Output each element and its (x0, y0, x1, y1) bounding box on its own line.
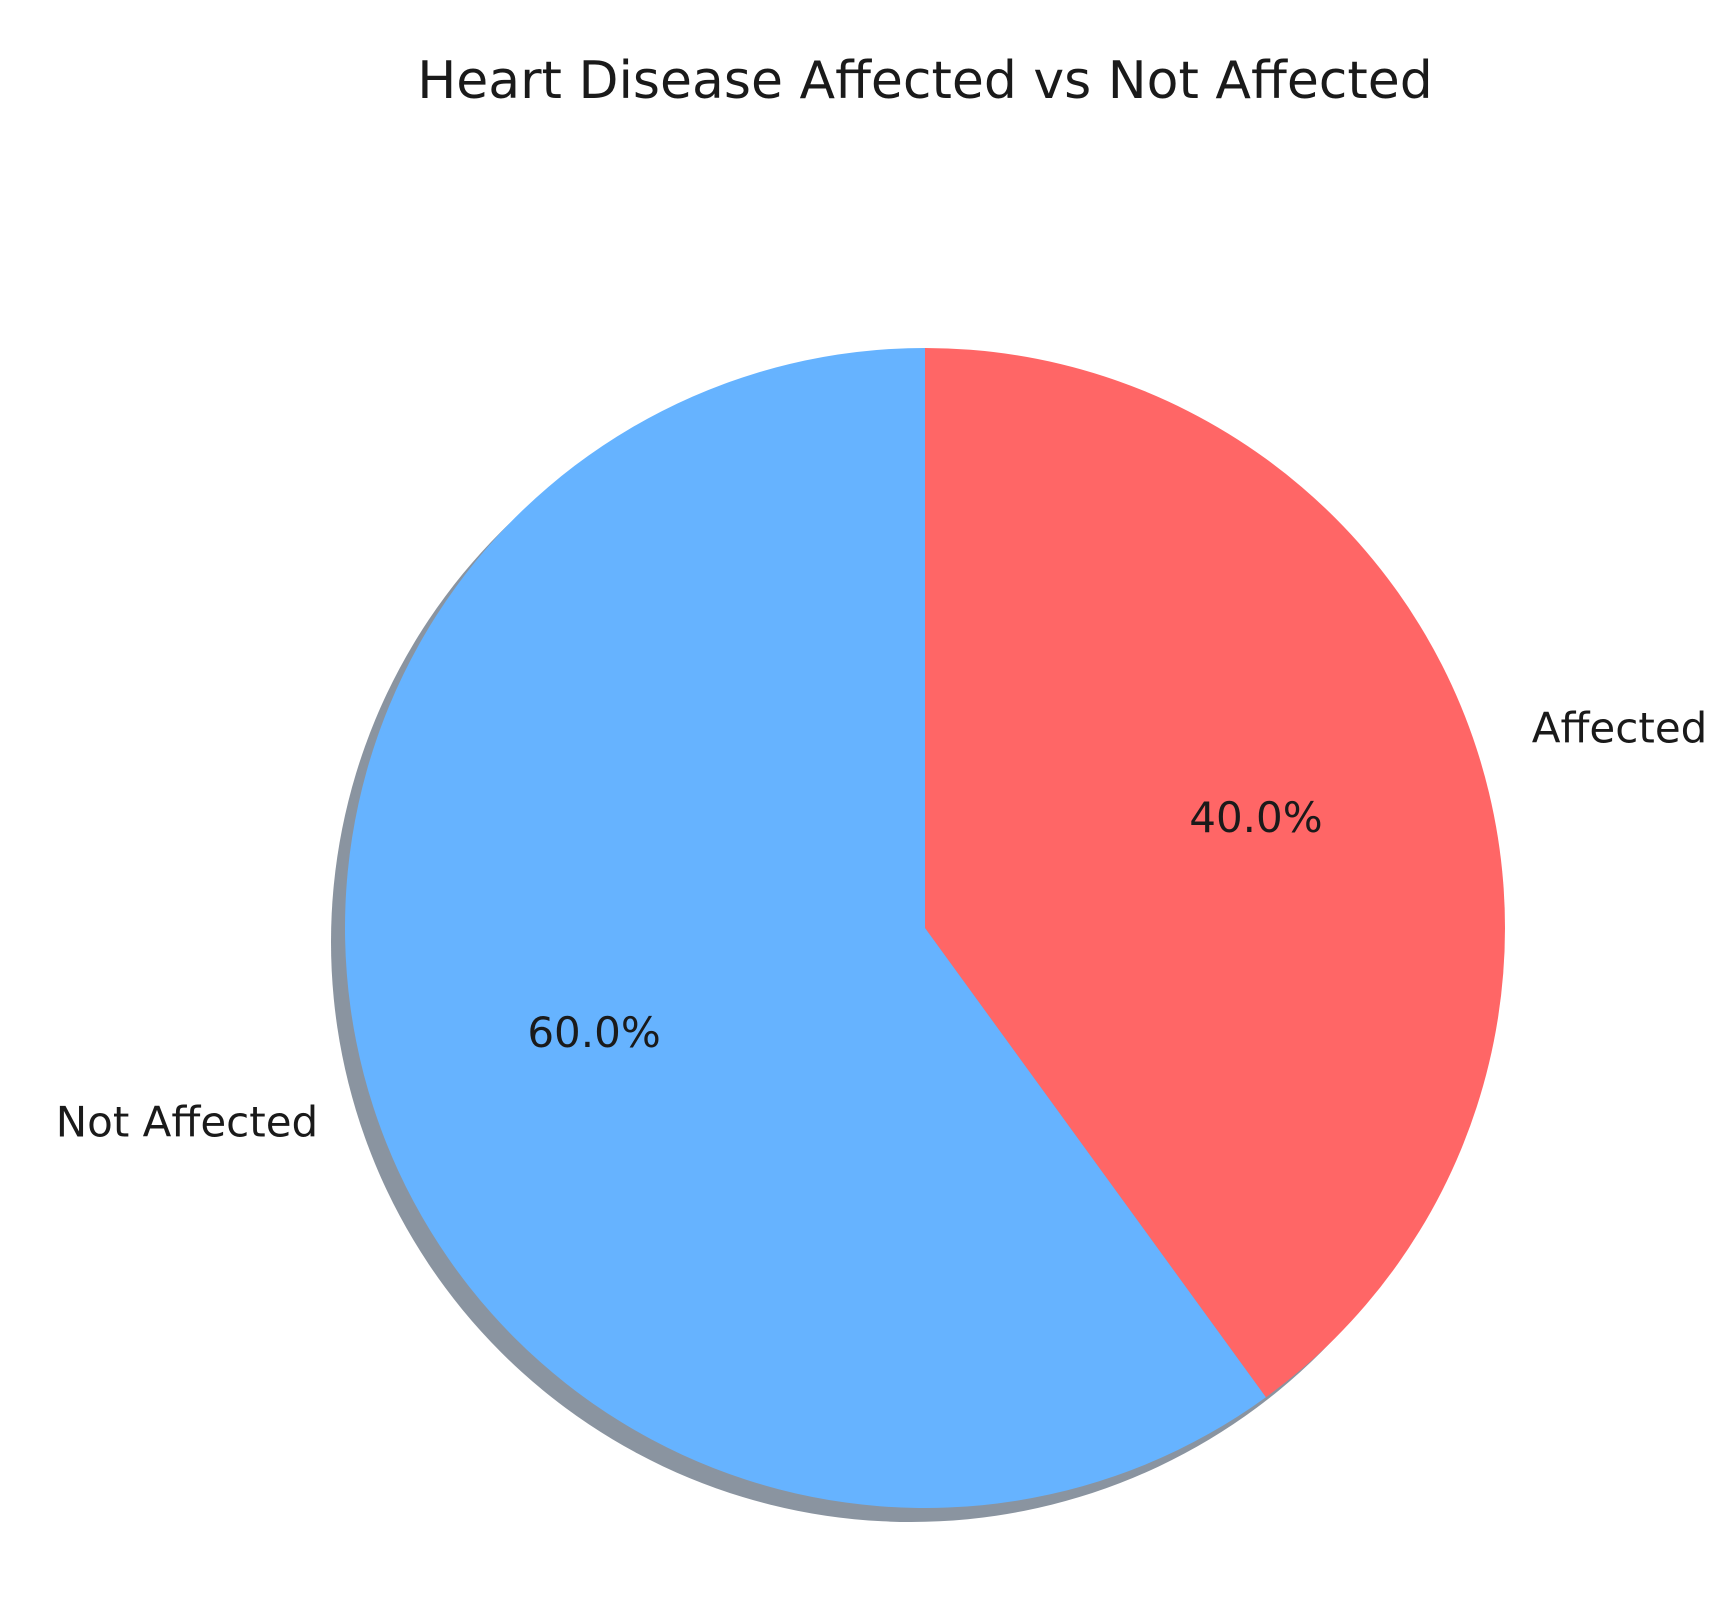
pie-slices (344, 348, 1505, 1508)
pct-label-not-affected: 60.0% (527, 1008, 660, 1057)
slice-label-affected: Affected (1532, 703, 1708, 752)
pie-slice-not-affected (344, 348, 1266, 1508)
pie-labels: Affected 40.0% Not Affected 60.0% (56, 703, 1708, 1146)
chart-title: Heart Disease Affected vs Not Affected (417, 51, 1433, 111)
pie-slice-affected (925, 348, 1505, 1398)
slice-label-not-affected: Not Affected (56, 1098, 319, 1147)
pct-label-affected: 40.0% (1189, 793, 1322, 842)
